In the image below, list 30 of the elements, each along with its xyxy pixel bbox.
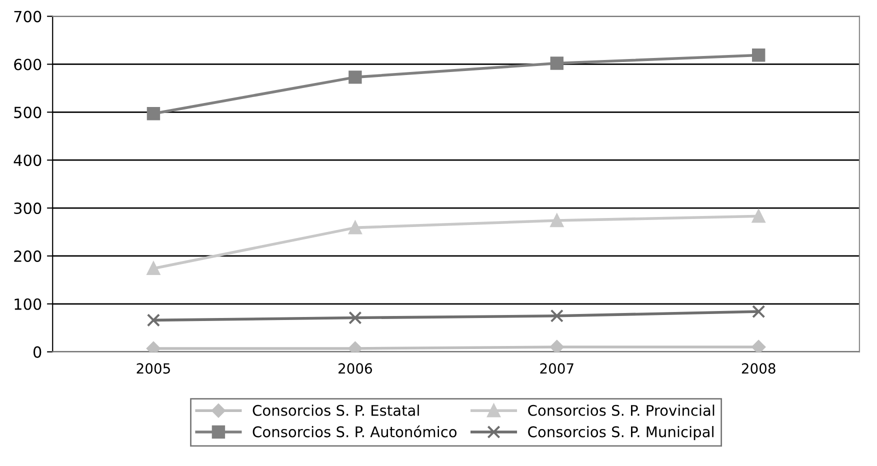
point <box>550 56 564 70</box>
point <box>752 48 766 62</box>
point <box>146 262 160 276</box>
point <box>146 314 160 327</box>
y-tick-label: 0 <box>33 346 42 358</box>
y-tick-label: 200 <box>14 250 42 262</box>
y-tick-label: 700 <box>14 10 42 22</box>
point <box>752 304 766 318</box>
point <box>146 107 160 120</box>
y-tick-label: 600 <box>14 58 42 70</box>
legend-label: Consorcios S. P. Autonómico <box>252 425 457 438</box>
x-tick-label: 2005 <box>136 363 170 374</box>
point <box>348 70 362 84</box>
point <box>348 311 362 324</box>
y-tick-label: 100 <box>14 298 42 310</box>
point <box>752 210 766 223</box>
point <box>550 340 564 352</box>
point <box>348 221 362 234</box>
legend-label: Consorcios S. P. Provincial <box>528 404 714 416</box>
legend-label: Consorcios S. P. Municipal <box>528 426 714 440</box>
x-tick-label: 2006 <box>338 363 372 374</box>
point <box>550 214 564 228</box>
point <box>752 340 766 352</box>
legend-label: Consorcios S. P. Estatal <box>252 404 419 416</box>
x-tick-label: 2008 <box>742 363 776 374</box>
y-tick-label: 500 <box>14 106 42 118</box>
y-tick-label: 300 <box>14 202 42 214</box>
x-tick-label: 2007 <box>540 363 574 374</box>
point <box>550 309 564 322</box>
y-tick-label: 400 <box>14 154 42 166</box>
